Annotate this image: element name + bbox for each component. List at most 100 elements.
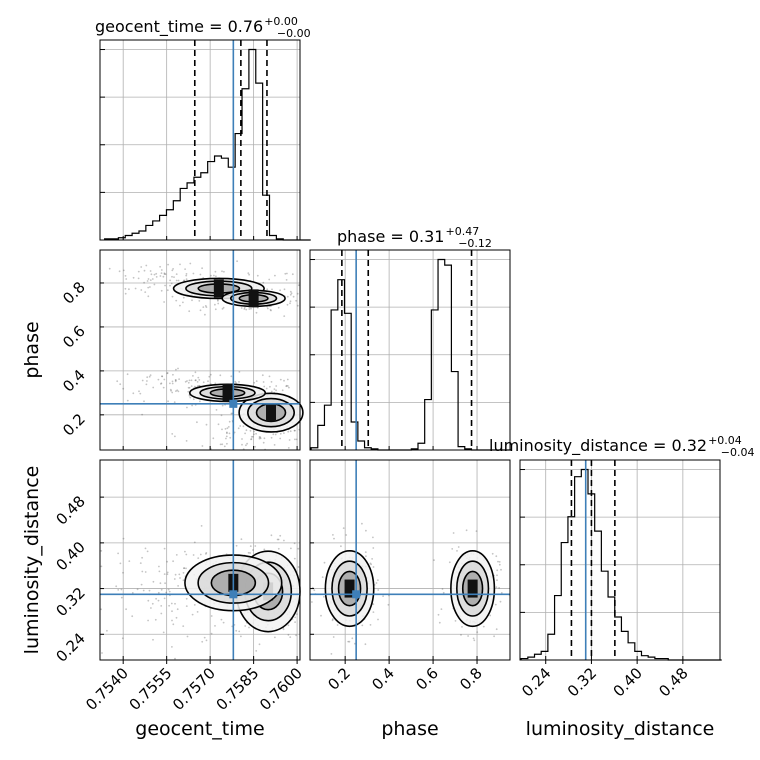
sample-point [377,618,379,621]
sample-point [237,427,240,430]
sample-point [178,573,181,576]
sample-point [171,610,173,613]
sample-point [214,303,216,306]
x-tick-label: 0.4 [368,664,398,694]
sample-point [175,616,178,619]
sample-point [154,618,157,621]
sample-point [286,303,289,306]
sample-point [475,530,478,532]
sample-point [132,276,135,279]
sample-point [170,282,173,285]
sample-point [438,621,441,624]
sample-point [148,375,151,378]
sample-point [160,289,163,292]
sample-point [119,562,122,565]
sample-point [174,379,177,381]
sample-point [217,423,220,426]
sample-point [159,582,162,585]
sample-point [138,390,140,393]
sample-point [175,379,177,382]
sample-point [194,371,197,374]
sample-point [147,286,150,289]
sample-point [461,626,463,628]
sample-point [289,293,292,296]
x-axis-label-geocent-time: geocent_time [135,718,264,740]
sample-point [289,430,292,433]
sample-point [454,620,457,622]
sample-point [270,534,273,537]
sample-point [141,413,144,416]
sample-point [182,301,184,304]
title-phase: phase = 0.31+0.47 −0.12 [337,225,492,250]
sample-point [174,657,176,660]
sample-point [221,308,224,310]
sample-point [263,548,266,551]
sample-point [253,381,256,384]
sample-point [126,399,129,402]
panel-frame [99,39,301,241]
sample-point [166,372,169,375]
sample-point [286,378,289,381]
sample-point [198,379,201,381]
sample-point [215,409,218,411]
sample-point [160,383,162,385]
sample-point [274,636,276,639]
sample-point [183,279,186,282]
sample-point [163,597,166,600]
sample-point [190,379,193,382]
sample-point [157,591,160,594]
sample-point [119,383,122,386]
sample-point [273,444,276,446]
sample-point [126,373,129,376]
title-luminosity-distance: luminosity_distance = 0.32+0.04 −0.04 [489,434,755,459]
sample-point [233,431,236,434]
sample-point [239,425,242,427]
sample-point [175,368,177,371]
sample-point [157,378,160,381]
sample-point [196,421,198,424]
sample-point [120,588,123,591]
sample-point [172,560,175,563]
histogram-step [520,468,722,661]
sample-point [100,565,103,568]
density-geocent-time-vs-phase: 0.2 0.4 0.6 0.8 [59,249,304,451]
sample-point [229,436,232,439]
sample-point [169,388,172,391]
sample-point [122,571,124,574]
sample-point [451,548,454,550]
sample-point [247,551,250,554]
sample-point [152,580,155,583]
sample-point [456,550,458,552]
sample-point [161,375,163,378]
sample-point [171,382,174,385]
sample-point [321,576,324,578]
sample-point [289,300,292,303]
sample-point [332,534,334,536]
x-tick-label: 0.2 [324,664,354,694]
x-tick-label: 0.7555 [126,664,176,714]
sample-point [371,558,373,560]
sample-point [242,425,245,428]
sample-point [442,591,445,594]
sample-point [498,587,500,589]
sample-point [209,373,212,376]
sample-point [166,571,169,574]
sample-point [116,380,119,383]
sample-point [467,635,469,637]
sample-point [241,438,243,440]
sample-point [482,625,485,628]
sample-point [226,427,229,430]
sample-point [122,387,125,390]
sample-point [274,274,276,277]
sample-point [495,628,498,631]
sample-point [124,287,127,290]
sample-point [183,567,186,569]
sample-point [369,624,372,626]
sample-point [101,652,103,654]
sample-point [262,441,265,444]
sample-point [204,313,206,316]
density-core [213,279,224,298]
sample-point [259,437,262,440]
sample-point [441,588,444,590]
